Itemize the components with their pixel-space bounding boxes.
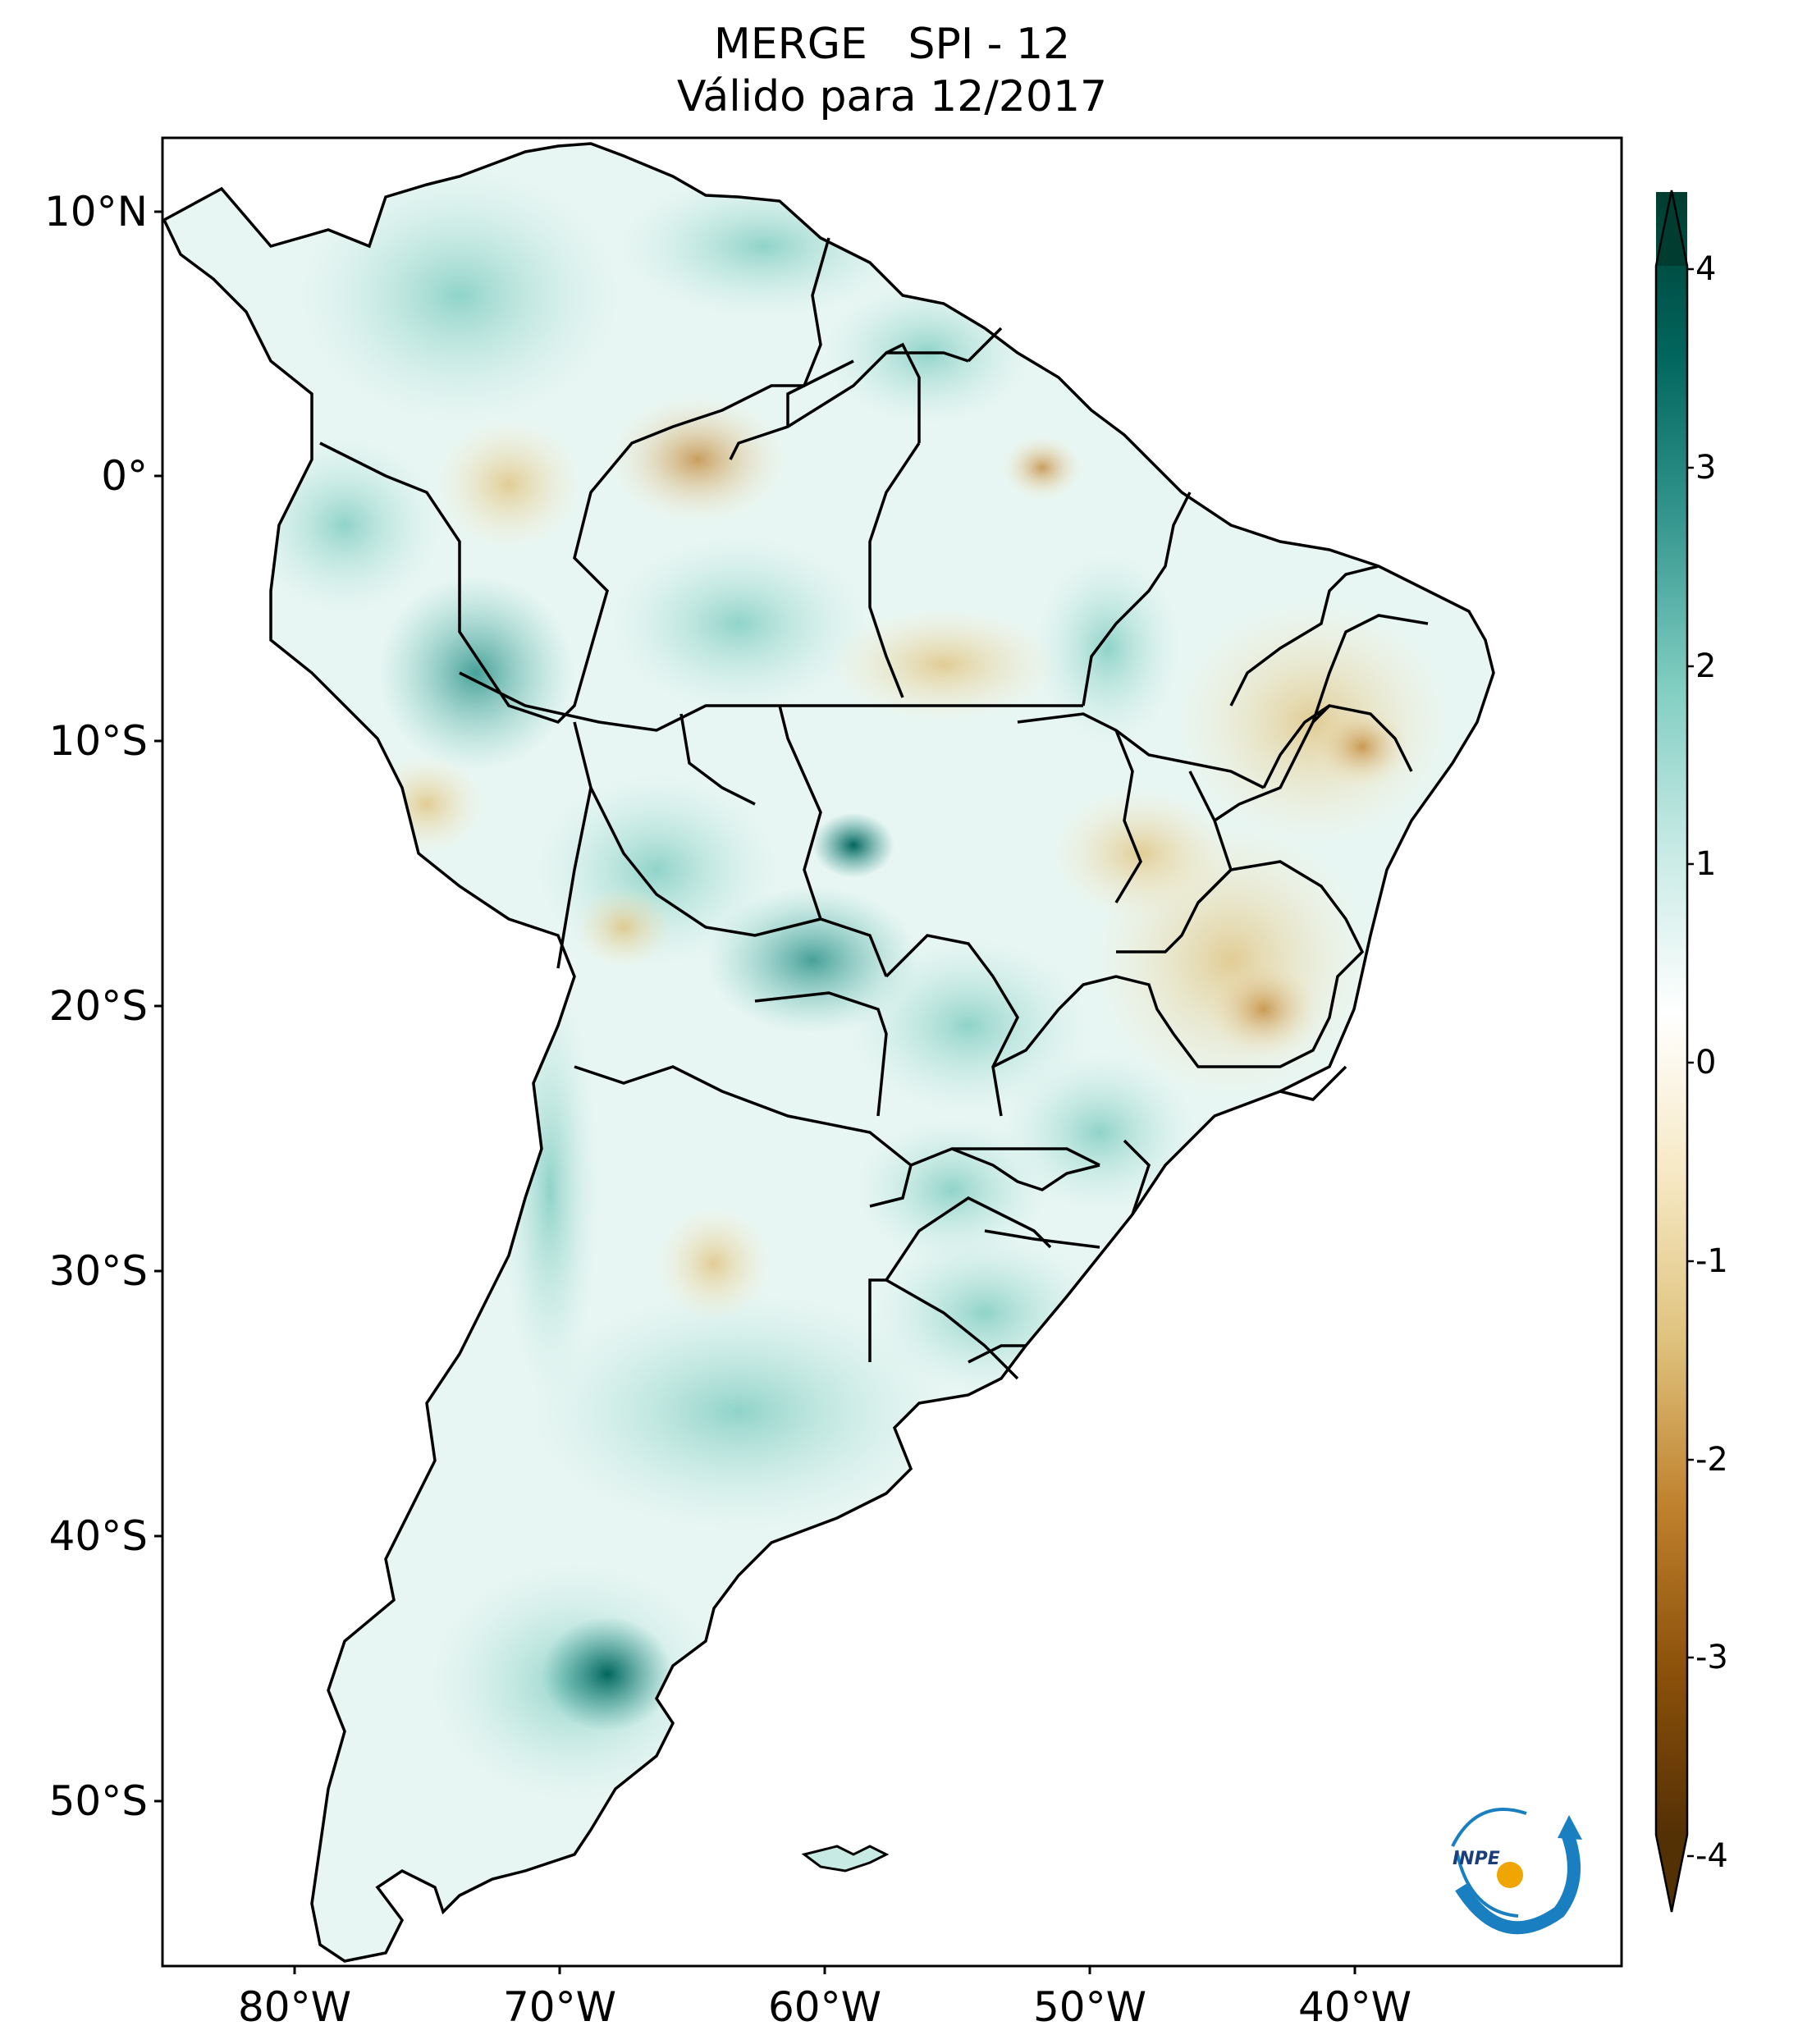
colorbar-tick-minus4: -4 <box>1695 1837 1728 1875</box>
coastline-and-borders <box>162 142 1495 1963</box>
spi-field <box>164 144 1494 1961</box>
colorbar-tick-minus3: -3 <box>1695 1639 1728 1676</box>
colorbar <box>1654 190 1694 1913</box>
colorbar-tick-0: 0 <box>1695 1044 1717 1081</box>
colorbar-tick-minus1: -1 <box>1695 1242 1728 1280</box>
colorbar-tick-4: 4 <box>1695 250 1717 288</box>
xtick-80w: 80°W <box>237 1983 352 2031</box>
ytick-30s: 30°S <box>48 1247 148 1295</box>
ytick-10n: 10°N <box>43 188 148 235</box>
colorbar-tick-1: 1 <box>1695 845 1717 883</box>
map-subtitle: Válido para 12/2017 <box>676 72 1108 121</box>
colorbar-tick-3: 3 <box>1695 449 1717 487</box>
xtick-40w: 40°W <box>1297 1983 1412 2031</box>
ytick-0: 0° <box>101 452 148 500</box>
ytick-40s: 40°S <box>48 1512 148 1560</box>
colorbar-tick-minus2: -2 <box>1695 1441 1728 1479</box>
xtick-60w: 60°W <box>767 1983 882 2031</box>
axis-ticks <box>154 210 1357 1974</box>
ytick-10s: 10°S <box>48 717 148 765</box>
xtick-70w: 70°W <box>502 1983 617 2031</box>
map-frame <box>161 136 1623 1968</box>
inpe-logo-text: INPE <box>1453 1849 1500 1869</box>
map-title: MERGE SPI - 12 <box>713 20 1071 69</box>
ytick-50s: 50°S <box>48 1777 148 1825</box>
xtick-50w: 50°W <box>1032 1983 1147 2031</box>
falkland-islands <box>801 1845 890 1873</box>
colorbar-tick-2: 2 <box>1695 647 1717 685</box>
ytick-20s: 20°S <box>48 982 148 1030</box>
inpe-logo: INPE <box>1451 1808 1582 1935</box>
